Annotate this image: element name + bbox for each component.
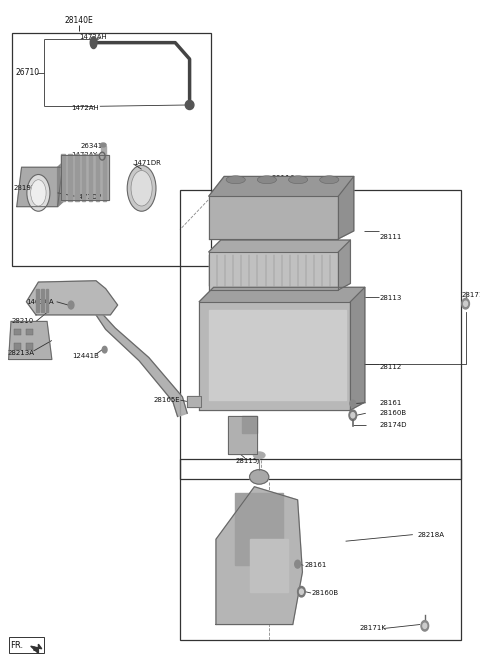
Text: 28192R: 28192R [13,184,40,191]
Polygon shape [9,321,52,359]
Polygon shape [338,240,350,290]
Text: 28171K: 28171K [462,292,480,298]
Ellipse shape [253,452,265,459]
Polygon shape [199,287,365,302]
Ellipse shape [250,470,269,484]
Bar [180,459,461,640]
Ellipse shape [257,176,276,184]
Ellipse shape [298,586,305,597]
Ellipse shape [320,176,339,184]
Text: 26710: 26710 [16,68,40,77]
Text: 28112: 28112 [379,364,401,371]
Polygon shape [350,287,365,410]
Ellipse shape [349,410,357,420]
Text: 1471DR: 1471DR [133,159,161,166]
Text: FR.: FR. [11,641,24,650]
Text: 28161: 28161 [305,562,327,569]
Ellipse shape [31,180,46,206]
Ellipse shape [90,37,97,49]
Polygon shape [17,167,62,207]
Polygon shape [82,154,85,201]
Ellipse shape [295,560,300,568]
Text: 1472AA: 1472AA [62,161,90,168]
Bar [12,33,211,266]
Bar [180,190,461,479]
Polygon shape [61,155,109,200]
Polygon shape [58,162,63,207]
Bar [14,329,21,335]
Text: 1472AH: 1472AH [79,33,107,40]
Polygon shape [96,154,99,201]
Polygon shape [235,493,283,565]
Polygon shape [89,154,92,201]
Text: 28174D: 28174D [379,422,407,428]
Text: 28140E: 28140E [65,16,94,26]
Text: 1463AA: 1463AA [26,298,54,305]
Bar [14,343,21,350]
Polygon shape [250,539,288,592]
Ellipse shape [226,176,245,184]
Ellipse shape [27,174,50,211]
Text: 28111: 28111 [379,234,402,241]
Text: 28160B: 28160B [312,590,339,596]
Text: 12441B: 12441B [72,352,99,359]
Polygon shape [228,416,257,454]
Text: 26341: 26341 [81,142,103,149]
Ellipse shape [288,176,308,184]
Polygon shape [46,289,48,312]
Polygon shape [61,154,65,201]
Ellipse shape [464,301,468,306]
Text: 28161: 28161 [379,400,402,406]
Ellipse shape [127,165,156,211]
Ellipse shape [68,301,74,309]
Polygon shape [209,196,338,239]
Ellipse shape [100,143,106,147]
Ellipse shape [351,413,355,418]
Text: 28171K: 28171K [359,625,386,632]
Ellipse shape [185,100,194,110]
Polygon shape [75,154,79,201]
Polygon shape [209,240,350,252]
Text: 1471DP: 1471DP [74,194,102,201]
Ellipse shape [462,298,469,309]
Ellipse shape [423,623,427,628]
Polygon shape [216,487,302,625]
Text: 1472AH: 1472AH [71,104,99,111]
Polygon shape [338,176,354,239]
Text: 28165E: 28165E [154,397,180,403]
Text: 28113: 28113 [379,295,402,302]
Polygon shape [68,154,72,201]
Ellipse shape [300,589,303,594]
Ellipse shape [102,346,107,353]
Polygon shape [209,310,346,400]
Polygon shape [242,416,257,433]
Polygon shape [96,315,187,417]
Text: 28210: 28210 [12,318,34,325]
Text: 28160B: 28160B [379,410,407,417]
Polygon shape [209,176,354,196]
Text: 1472AY: 1472AY [71,152,97,159]
Polygon shape [26,281,118,315]
Bar [26,343,33,350]
Text: 28213A: 28213A [7,350,34,356]
Polygon shape [41,289,44,312]
Polygon shape [209,252,338,290]
Polygon shape [103,154,106,201]
Ellipse shape [421,621,429,631]
Text: 28218A: 28218A [418,531,444,538]
Polygon shape [199,302,350,410]
Bar [26,329,33,335]
Ellipse shape [131,171,152,206]
Polygon shape [101,146,106,155]
Text: 28115J: 28115J [235,457,260,464]
Text: 28110: 28110 [271,175,295,184]
Polygon shape [36,289,39,312]
Ellipse shape [350,400,356,407]
Polygon shape [31,644,42,653]
Polygon shape [187,396,201,407]
Bar [9,637,44,653]
